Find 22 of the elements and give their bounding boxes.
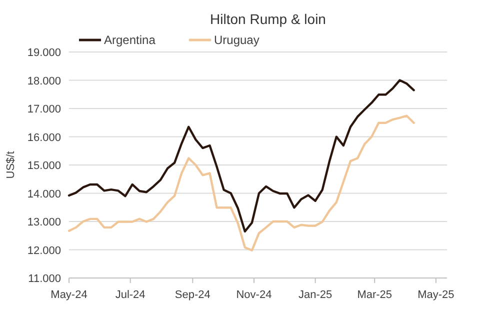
x-tick-label: Jan-25 <box>298 289 332 301</box>
y-tick-label: 12.000 <box>27 244 61 257</box>
line-series <box>68 79 415 232</box>
y-axis-title: US$/t <box>5 151 17 179</box>
x-tick-label: Jul-24 <box>115 289 146 301</box>
y-tick-label: 16.000 <box>27 132 61 144</box>
x-tick-label: Nov-24 <box>236 289 272 301</box>
y-tick-label: 11.000 <box>28 273 61 285</box>
y-tick-label: 17.000 <box>27 104 61 116</box>
x-tick-label: Sep-24 <box>174 289 210 301</box>
legend-label: Uruguay <box>214 33 260 47</box>
x-tick-label: May-25 <box>418 289 454 301</box>
y-tick-label: 18.000 <box>27 75 61 88</box>
line-series <box>68 114 415 252</box>
x-tick-label: May-24 <box>50 289 88 301</box>
x-tick-label: Mar-25 <box>357 289 392 301</box>
y-tick-label: 19.000 <box>27 47 61 59</box>
legend-label: Argentina <box>104 33 156 47</box>
chart-title: Hilton Rump & loin <box>210 11 326 27</box>
y-tick-label: 14.000 <box>27 188 61 200</box>
y-tick-label: 15.000 <box>27 160 61 172</box>
y-tick-label: 13.000 <box>27 216 61 228</box>
